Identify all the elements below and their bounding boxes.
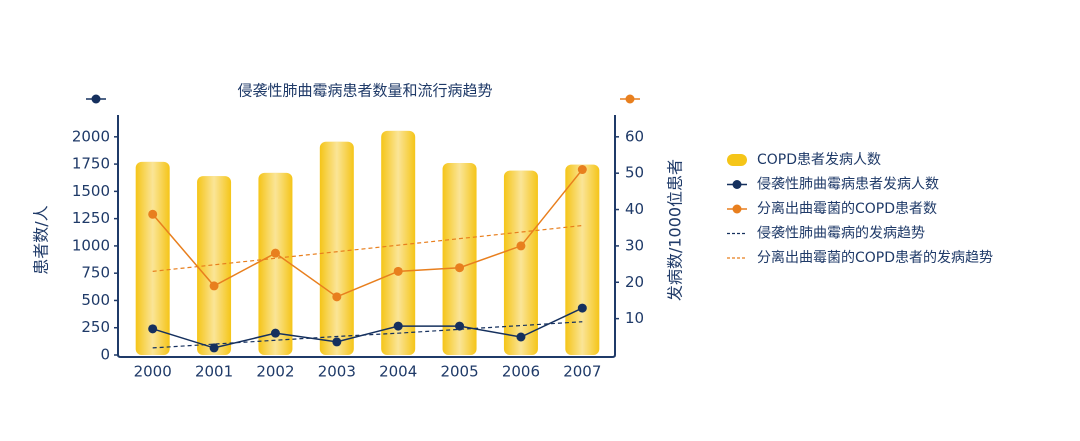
x-tick-label: 2005 — [440, 363, 478, 381]
y-tick-label: 750 — [81, 264, 110, 282]
legend-label: 分离出曲霉菌的COPD患者数 — [757, 200, 937, 217]
y2-tick-label: 30 — [625, 236, 644, 254]
legend-label: COPD患者发病人数 — [757, 152, 881, 168]
point — [577, 303, 587, 313]
x-tick-label: 2006 — [502, 363, 540, 381]
y-tick-label: 2000 — [72, 127, 110, 145]
legend-swatch — [732, 180, 742, 189]
bar-highlight — [442, 163, 477, 355]
point — [455, 263, 465, 273]
x-tick-label: 2000 — [134, 363, 172, 381]
point — [332, 337, 342, 347]
point — [516, 241, 526, 251]
legend-label: 分离出曲霉菌的COPD患者的发病趋势 — [757, 249, 993, 266]
bar-highlight — [135, 161, 170, 355]
point — [393, 266, 403, 276]
y-tick-label: 500 — [81, 291, 110, 309]
trend-line — [152, 224, 583, 272]
bar-highlight — [197, 176, 232, 355]
point — [455, 321, 465, 331]
point — [148, 209, 158, 219]
legend-label: 侵袭性肺曲霉病的发病趋势 — [757, 225, 925, 242]
y-tick-label: 1250 — [72, 209, 110, 227]
y-tick-label: 0 — [100, 346, 110, 364]
y2-tick-label: 40 — [625, 200, 644, 218]
y-tick-label: 250 — [81, 318, 110, 336]
y2-tick-label: 50 — [625, 164, 644, 182]
point — [516, 332, 526, 342]
line — [152, 307, 583, 349]
y2-tick-label: 20 — [625, 273, 644, 291]
x-tick-label: 2004 — [379, 363, 417, 381]
point — [332, 292, 342, 302]
bar-highlight — [565, 164, 600, 355]
axis-frame — [117, 115, 616, 358]
point — [270, 328, 280, 338]
y-axis-label: 患者数/人 — [32, 205, 51, 274]
bar-highlight — [381, 130, 416, 355]
point — [209, 343, 219, 353]
y-tick-label: 1500 — [72, 182, 110, 200]
y-tick-label: 1750 — [72, 155, 110, 173]
point — [393, 321, 403, 331]
axis-marker — [91, 94, 101, 104]
x-tick-label: 2003 — [318, 363, 356, 381]
line — [152, 169, 583, 298]
x-tick-label: 2001 — [195, 363, 233, 381]
x-tick-label: 2007 — [563, 363, 601, 381]
point — [209, 281, 219, 291]
y2-axis-label: 发病数/1000位患者 — [666, 159, 685, 301]
bar-highlight — [319, 141, 354, 355]
y2-tick-label: 10 — [625, 309, 644, 327]
x-tick-label: 2002 — [256, 363, 294, 381]
legend-swatch — [732, 204, 742, 214]
y-tick-label: 1000 — [72, 236, 110, 254]
point — [577, 165, 587, 175]
y2-tick-label: 60 — [625, 127, 644, 145]
bar-highlight — [258, 172, 293, 355]
bar-highlight — [503, 170, 538, 355]
legend-swatch — [727, 154, 747, 166]
trend-line — [152, 321, 583, 349]
point — [270, 248, 280, 258]
point — [148, 324, 158, 334]
axis-marker — [625, 94, 635, 104]
legend-label: 侵袭性肺曲霉病患者发病人数 — [757, 176, 939, 193]
chart-title: 侵袭性肺曲霉病患者数量和流行病趋势 — [237, 82, 492, 100]
